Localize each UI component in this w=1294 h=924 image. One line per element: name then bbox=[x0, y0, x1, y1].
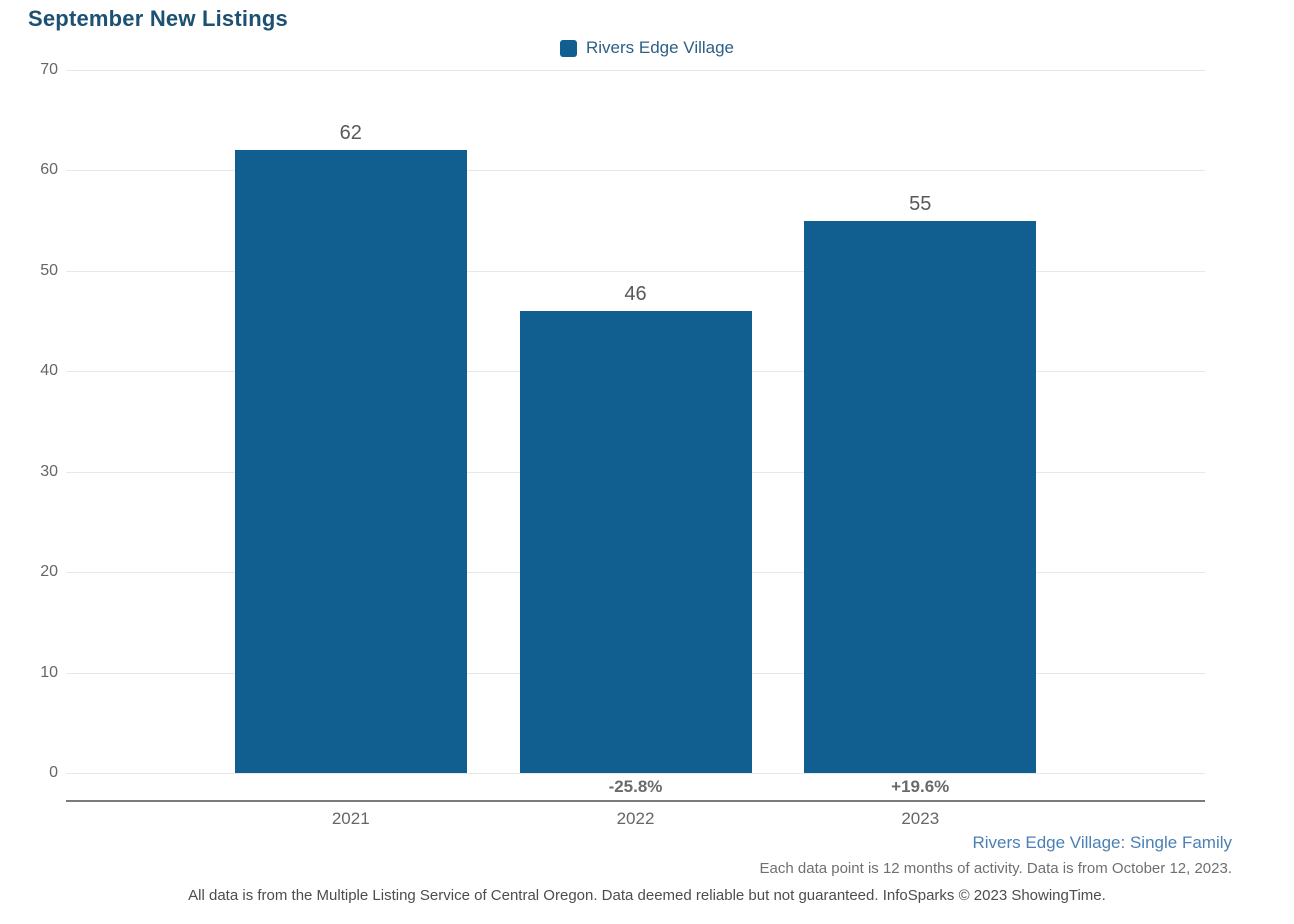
pct-change-label-2023: +19.6% bbox=[891, 777, 950, 796]
footer-series-note: Rivers Edge Village: Single Family bbox=[972, 833, 1232, 852]
chart-title: September New Listings bbox=[28, 6, 288, 31]
legend-label[interactable]: Rivers Edge Village bbox=[585, 38, 735, 57]
x-axis-line bbox=[66, 800, 1205, 802]
bar-2023[interactable] bbox=[804, 220, 1037, 773]
bar-value-label-2022: 46 bbox=[624, 283, 647, 306]
y-axis-tick-label: 10 bbox=[40, 663, 58, 681]
bar-value-label-2021: 62 bbox=[339, 122, 362, 145]
footer-data-note: Each data point is 12 months of activity… bbox=[759, 860, 1232, 877]
footer-disclaimer: All data is from the Multiple Listing Se… bbox=[188, 887, 1106, 904]
y-axis-tick-label: 60 bbox=[40, 161, 58, 179]
y-axis-tick-label: 70 bbox=[40, 61, 58, 78]
x-axis-tick-label-2023: 2023 bbox=[901, 809, 940, 828]
y-axis-tick-label: 0 bbox=[49, 764, 58, 781]
y-axis-tick-label: 30 bbox=[40, 462, 58, 480]
gridline-y-70 bbox=[66, 70, 1205, 71]
x-axis-tick-label-2021: 2021 bbox=[331, 809, 370, 828]
y-axis-tick-label: 50 bbox=[40, 261, 58, 279]
pct-change-label-2022: -25.8% bbox=[608, 777, 663, 796]
gridline-y-60 bbox=[66, 170, 1205, 172]
legend-swatch-icon[interactable] bbox=[559, 39, 577, 57]
x-axis-tick-label-2022: 2022 bbox=[616, 809, 655, 828]
gridline-y-50 bbox=[66, 270, 1205, 272]
bar-2021[interactable] bbox=[234, 150, 467, 773]
chart-legend: Rivers Edge Village bbox=[0, 38, 1294, 58]
bar-2022[interactable] bbox=[519, 311, 752, 773]
y-axis-tick-label: 40 bbox=[40, 362, 58, 380]
gridline-y-0 bbox=[66, 773, 1205, 774]
bar-value-label-2023: 55 bbox=[909, 192, 932, 215]
y-axis-tick-label: 20 bbox=[40, 563, 58, 581]
